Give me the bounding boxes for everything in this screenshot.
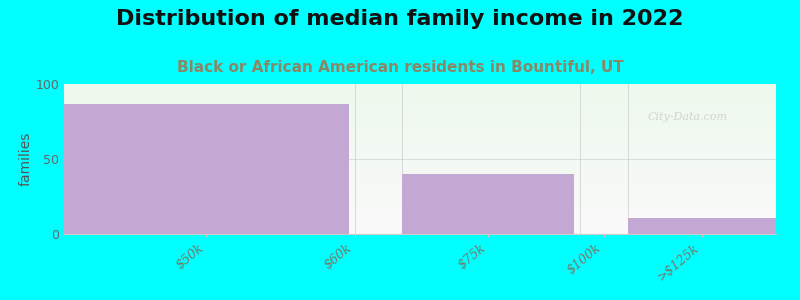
Text: Black or African American residents in Bountiful, UT: Black or African American residents in B… [177,60,623,75]
Text: City-Data.com: City-Data.com [648,112,728,122]
Bar [628,218,776,234]
Bar [402,174,574,234]
Bar [64,103,349,234]
Y-axis label: families: families [18,132,33,186]
Text: Distribution of median family income in 2022: Distribution of median family income in … [116,9,684,29]
